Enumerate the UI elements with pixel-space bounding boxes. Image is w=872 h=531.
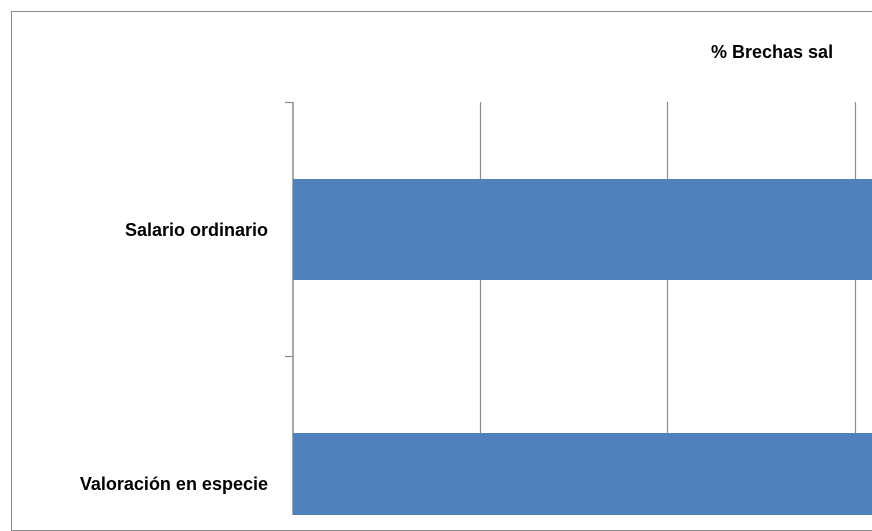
bar-1 <box>293 179 872 280</box>
bar-chart-plot: Salario ordinario Valoración en especie <box>80 101 872 515</box>
chart-title: % Brechas sal <box>711 42 834 62</box>
bar-2 <box>293 433 872 515</box>
category-label-1: Salario ordinario <box>125 220 268 240</box>
category-label-2: Valoración en especie <box>80 474 268 494</box>
